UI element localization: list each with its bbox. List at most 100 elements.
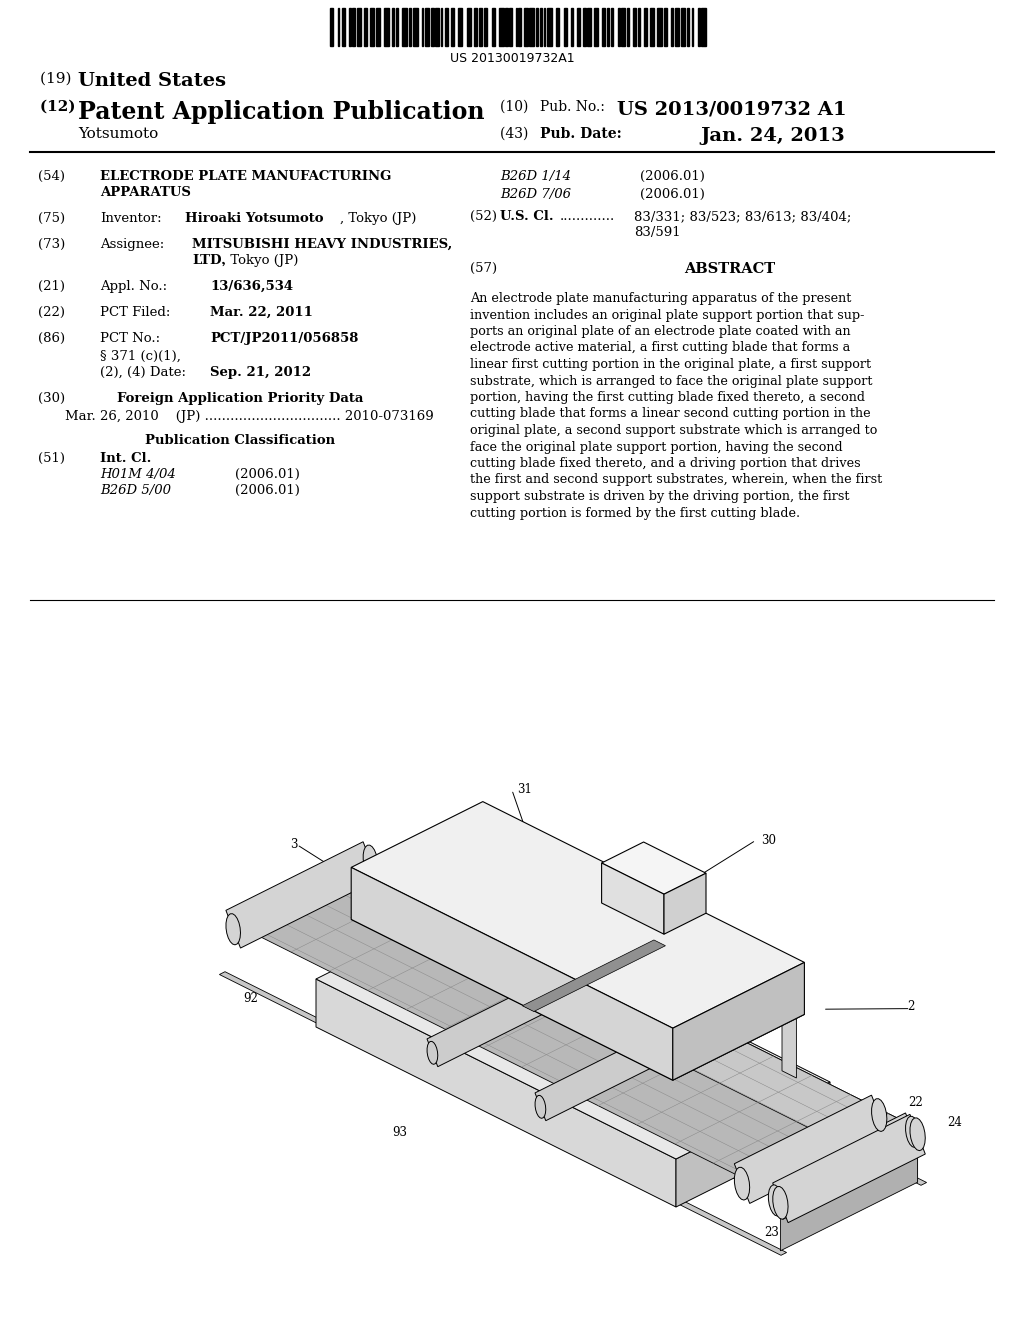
- Bar: [638, 8, 640, 46]
- Text: (2006.01): (2006.01): [640, 187, 705, 201]
- Polygon shape: [768, 1113, 921, 1220]
- Text: US 2013/0019732 A1: US 2013/0019732 A1: [617, 100, 847, 117]
- Text: Z: Z: [818, 1122, 827, 1134]
- Text: Sep. 21, 2012: Sep. 21, 2012: [210, 366, 311, 379]
- Polygon shape: [673, 962, 805, 1080]
- Text: (10): (10): [500, 100, 532, 114]
- Text: ELECTRODE PLATE MANUFACTURING: ELECTRODE PLATE MANUFACTURING: [100, 170, 391, 183]
- Text: 91: 91: [549, 1014, 564, 1027]
- Bar: [602, 8, 604, 46]
- Bar: [611, 8, 613, 46]
- Bar: [518, 8, 521, 46]
- Text: PCT Filed:: PCT Filed:: [100, 306, 170, 319]
- Text: MITSUBISHI HEAVY INDUSTRIES,: MITSUBISHI HEAVY INDUSTRIES,: [193, 238, 453, 251]
- Text: (54): (54): [38, 170, 65, 183]
- Bar: [675, 8, 680, 46]
- Text: 30: 30: [761, 834, 776, 846]
- Bar: [584, 8, 586, 46]
- Polygon shape: [910, 1118, 926, 1151]
- Text: Mar. 22, 2011: Mar. 22, 2011: [210, 306, 313, 319]
- Text: 21: 21: [259, 899, 274, 911]
- Text: 31: 31: [517, 783, 531, 796]
- Text: 2: 2: [907, 1001, 914, 1014]
- Text: Foreign Application Priority Data: Foreign Application Priority Data: [117, 392, 364, 405]
- Text: APPARATUS: APPARATUS: [100, 186, 190, 199]
- Polygon shape: [359, 902, 927, 1185]
- Text: electrode active material, a first cutting blade that forms a: electrode active material, a first cutti…: [470, 342, 850, 355]
- Bar: [458, 8, 463, 46]
- Bar: [467, 8, 471, 46]
- Bar: [509, 8, 512, 46]
- Text: (73): (73): [38, 238, 66, 251]
- Bar: [541, 8, 542, 46]
- Bar: [395, 8, 397, 46]
- Bar: [342, 8, 345, 46]
- Text: U.S. Cl.: U.S. Cl.: [500, 210, 554, 223]
- Bar: [452, 8, 454, 46]
- Bar: [435, 8, 439, 46]
- Bar: [479, 8, 482, 46]
- Text: US 20130019732A1: US 20130019732A1: [450, 51, 574, 65]
- Text: 3: 3: [290, 838, 298, 851]
- Text: 83/331; 83/523; 83/613; 83/404;: 83/331; 83/523; 83/613; 83/404;: [634, 210, 851, 223]
- Text: United States: United States: [78, 73, 226, 90]
- Polygon shape: [673, 1027, 683, 1049]
- Bar: [330, 8, 333, 46]
- Text: Hiroaki Yotsumoto: Hiroaki Yotsumoto: [185, 213, 324, 224]
- Text: cutting portion is formed by the first cutting blade.: cutting portion is formed by the first c…: [470, 507, 800, 520]
- Text: , Tokyo (JP): , Tokyo (JP): [340, 213, 417, 224]
- Text: 33: 33: [629, 968, 643, 981]
- Bar: [627, 8, 629, 46]
- Polygon shape: [427, 970, 575, 1067]
- Text: original plate, a second support substrate which is arranged to: original plate, a second support substra…: [470, 424, 878, 437]
- Bar: [409, 8, 411, 46]
- Bar: [392, 8, 394, 46]
- Bar: [515, 8, 517, 46]
- Bar: [484, 8, 487, 46]
- Bar: [657, 8, 662, 46]
- Text: 5: 5: [687, 970, 694, 983]
- Polygon shape: [351, 801, 805, 1028]
- Text: Patent Application Publication: Patent Application Publication: [78, 100, 484, 124]
- Text: (43): (43): [500, 127, 532, 141]
- Text: 93: 93: [392, 1126, 408, 1139]
- Bar: [634, 8, 636, 46]
- Polygon shape: [316, 902, 830, 1159]
- Text: 23: 23: [764, 1226, 778, 1239]
- Bar: [686, 8, 689, 46]
- Bar: [664, 8, 667, 46]
- Bar: [681, 8, 685, 46]
- Bar: [505, 8, 508, 46]
- Bar: [594, 8, 598, 46]
- Polygon shape: [734, 1096, 887, 1204]
- Text: Pub. No.:: Pub. No.:: [540, 100, 605, 114]
- Polygon shape: [366, 853, 918, 1183]
- Text: 92: 92: [243, 991, 258, 1005]
- Bar: [672, 8, 673, 46]
- Text: ABSTRACT: ABSTRACT: [684, 261, 775, 276]
- Text: X: X: [861, 1154, 870, 1167]
- Text: (51): (51): [38, 451, 65, 465]
- Bar: [701, 8, 706, 46]
- Bar: [492, 8, 495, 46]
- Text: ports an original plate of an electrode plate coated with an: ports an original plate of an electrode …: [470, 325, 851, 338]
- Text: (57): (57): [470, 261, 497, 275]
- Polygon shape: [351, 867, 673, 1080]
- Bar: [650, 8, 654, 46]
- Text: 93: 93: [255, 912, 269, 925]
- Text: 24: 24: [947, 1115, 962, 1129]
- Polygon shape: [536, 1096, 546, 1118]
- Polygon shape: [773, 1187, 788, 1220]
- Polygon shape: [316, 979, 676, 1206]
- Polygon shape: [564, 973, 575, 995]
- Text: 20: 20: [781, 1188, 796, 1200]
- Bar: [370, 8, 375, 46]
- Text: the first and second support substrates, wherein, when the first: the first and second support substrates,…: [470, 474, 883, 487]
- Polygon shape: [664, 874, 706, 935]
- Text: B26D 1/14: B26D 1/14: [500, 170, 571, 183]
- Polygon shape: [522, 940, 666, 1011]
- Bar: [697, 8, 699, 46]
- Polygon shape: [226, 913, 241, 945]
- Polygon shape: [479, 858, 494, 927]
- Polygon shape: [601, 863, 664, 935]
